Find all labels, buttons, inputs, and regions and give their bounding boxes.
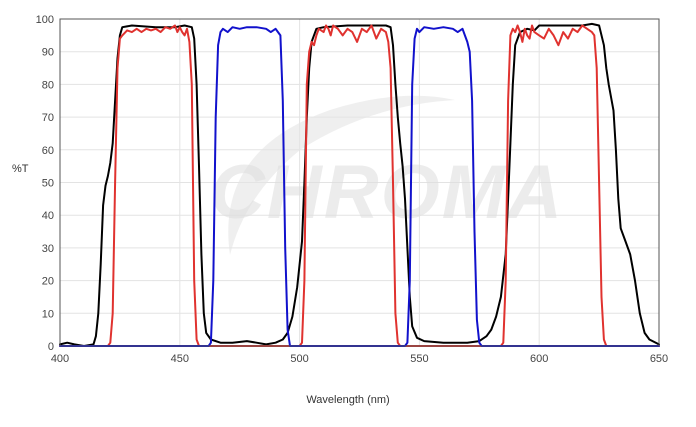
y-tick-label: 40 [42,210,54,222]
y-tick-label: 100 [36,14,54,26]
watermark-text: CHROMA [210,150,564,235]
y-axis-label: %T [12,163,29,175]
y-tick-label: 70 [42,112,54,124]
chroma-watermark: CHROMA [210,95,564,255]
x-tick-label: 450 [171,353,189,365]
y-tick-labels: 0 10 20 30 40 50 60 70 80 90 100 [36,14,54,353]
x-axis-label: Wavelength (nm) [306,394,389,406]
y-tick-label: 0 [48,341,54,353]
x-tick-labels: 400 450 500 550 600 650 [51,353,668,365]
y-tick-label: 50 [42,178,54,190]
y-tick-label: 30 [42,243,54,255]
x-tick-label: 500 [290,353,308,365]
y-tick-label: 20 [42,276,54,288]
series-line-2 [59,24,660,347]
plot-border [59,18,660,347]
x-tick-label: 650 [650,353,668,365]
y-tick-label: 60 [42,145,54,157]
y-tick-label: 80 [42,79,54,91]
y-tick-label: 90 [42,47,54,59]
series-line-1 [59,22,660,347]
x-tick-label: 550 [410,353,428,365]
watermark-swoosh [228,95,455,255]
y-tick-label: 10 [42,308,54,320]
x-tick-label: 600 [530,353,548,365]
x-tick-label: 400 [51,353,69,365]
